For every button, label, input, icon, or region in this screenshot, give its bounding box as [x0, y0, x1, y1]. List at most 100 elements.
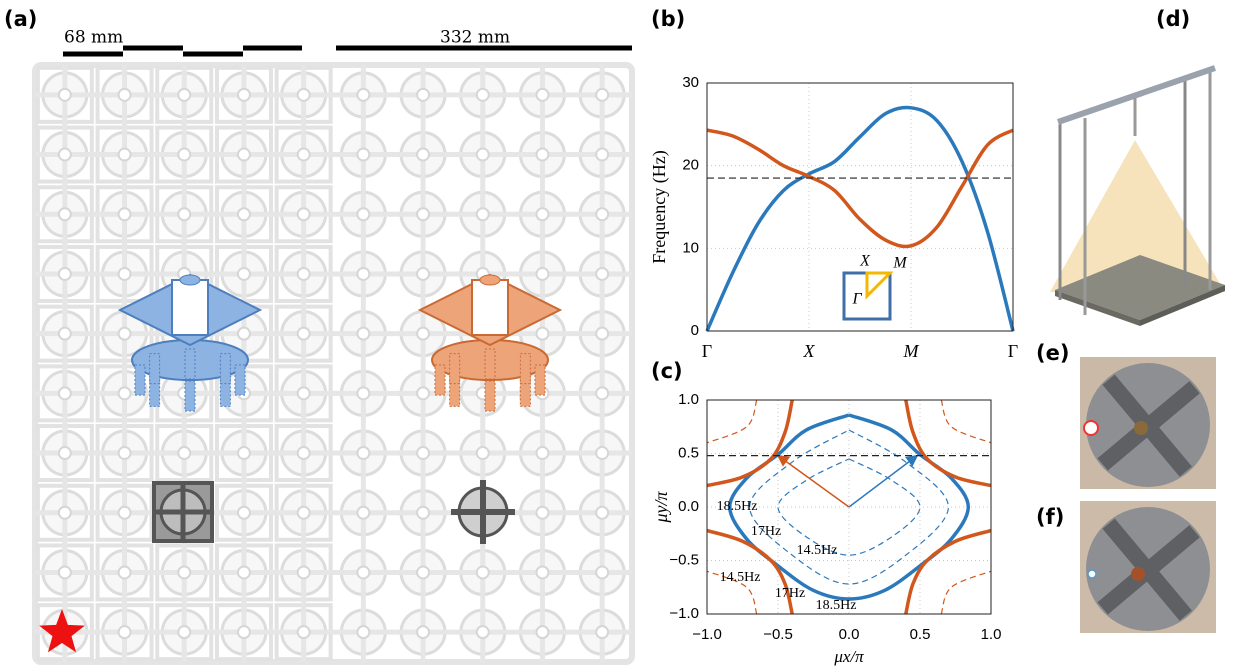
contour-label: 18.5Hz — [816, 598, 857, 613]
x-tick-label: Γ — [1008, 341, 1018, 361]
hub — [596, 387, 608, 399]
y-tick-label: 0 — [691, 322, 699, 339]
inset-label: X — [859, 253, 871, 270]
hub — [536, 208, 548, 220]
hub — [119, 447, 131, 459]
hub — [357, 387, 369, 399]
hub — [357, 566, 369, 578]
hub — [417, 566, 429, 578]
hub — [238, 208, 250, 220]
spring — [185, 349, 195, 379]
y-tick-label: 1.0 — [678, 391, 699, 408]
hub — [357, 208, 369, 220]
contour-label: 17Hz — [775, 586, 805, 601]
y-tick-label: −0.5 — [669, 551, 699, 568]
hub — [298, 626, 310, 638]
spring — [220, 354, 230, 384]
y-tick-label: 0.0 — [678, 498, 699, 515]
hub — [596, 566, 608, 578]
hub — [298, 566, 310, 578]
x-tick-label: 1.0 — [981, 626, 1002, 643]
hub — [238, 626, 250, 638]
hub — [298, 447, 310, 459]
x-tick-label: Γ — [702, 341, 712, 361]
scale-bar — [63, 48, 632, 54]
y-tick-label: −1.0 — [669, 605, 699, 622]
hub — [357, 626, 369, 638]
hub — [298, 507, 310, 519]
y-axis-label: μy/π — [651, 490, 671, 523]
inset-label: Γ — [851, 291, 862, 308]
hub — [59, 149, 71, 161]
hub — [417, 328, 429, 340]
panel-label: (d) — [1156, 7, 1190, 31]
spring — [485, 349, 495, 379]
hub — [238, 149, 250, 161]
hub — [119, 208, 131, 220]
x-tick-label: −1.0 — [692, 626, 722, 643]
hub — [596, 89, 608, 101]
hub — [357, 89, 369, 101]
hub — [59, 328, 71, 340]
hub — [536, 626, 548, 638]
hub — [596, 268, 608, 280]
hub — [357, 328, 369, 340]
spring — [450, 354, 460, 384]
hub — [596, 626, 608, 638]
scale-bar-label: 68 mm — [64, 28, 123, 48]
hub — [59, 447, 71, 459]
spring — [235, 365, 245, 395]
hub — [477, 89, 489, 101]
hub — [536, 149, 548, 161]
contour-chart: −1.0−0.50.00.51.0−1.0−0.50.00.51.018.5Hz… — [651, 391, 1001, 666]
photo — [1080, 501, 1216, 633]
x-tick-label: −0.5 — [763, 626, 793, 643]
scale-bar-label: 332 mm — [440, 28, 510, 48]
hub — [477, 447, 489, 459]
hub — [238, 447, 250, 459]
hub — [298, 89, 310, 101]
hub — [119, 387, 131, 399]
hub — [59, 507, 71, 519]
hub — [178, 447, 190, 459]
hub — [59, 268, 71, 280]
panel-a — [35, 65, 632, 662]
hub — [238, 89, 250, 101]
panel-label: (a) — [4, 7, 37, 31]
hub — [477, 566, 489, 578]
hub — [59, 89, 71, 101]
unit-top — [480, 275, 500, 285]
hub — [417, 626, 429, 638]
spring — [485, 381, 495, 411]
hub — [536, 447, 548, 459]
hub — [178, 89, 190, 101]
hub — [298, 268, 310, 280]
hub — [477, 208, 489, 220]
hub — [119, 507, 131, 519]
hub — [357, 447, 369, 459]
hub — [536, 268, 548, 280]
contour-label: 18.5Hz — [717, 499, 758, 514]
hub — [357, 507, 369, 519]
hub — [238, 507, 250, 519]
panel-label: (e) — [1036, 341, 1069, 365]
y-axis-label: Frequency (Hz) — [649, 150, 670, 263]
hub — [59, 566, 71, 578]
hub — [238, 328, 250, 340]
hub — [596, 208, 608, 220]
spring — [185, 381, 195, 411]
hub — [536, 507, 548, 519]
unit-icon — [451, 480, 515, 544]
hub — [357, 268, 369, 280]
hub — [238, 268, 250, 280]
hub — [536, 566, 548, 578]
y-tick-label: 30 — [682, 74, 699, 91]
hub — [596, 328, 608, 340]
spring — [150, 354, 160, 384]
hub — [119, 89, 131, 101]
hub — [536, 89, 548, 101]
photo — [1080, 357, 1216, 489]
hub — [477, 626, 489, 638]
hub — [59, 387, 71, 399]
hub — [59, 208, 71, 220]
